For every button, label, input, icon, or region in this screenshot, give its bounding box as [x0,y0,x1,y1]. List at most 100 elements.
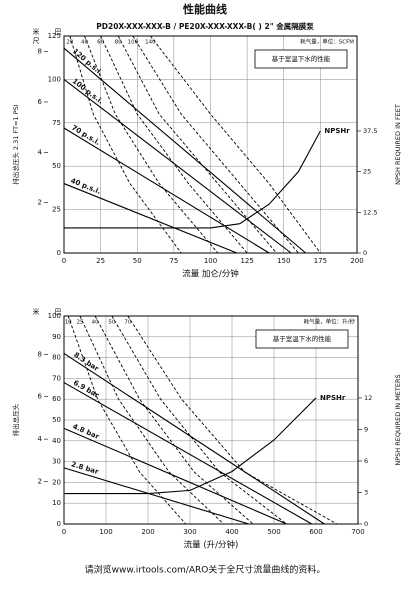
y-axis-label: 排出总压头 [11,403,20,436]
air-curve-label: 25 [76,320,83,326]
y-tick-label: 30 [52,458,61,466]
y-tick-label: 50 [52,162,61,170]
y2-axis-label: NPSH REQUIRED IN METERS [394,374,402,465]
footer: 请浏览www.irtools.com/ARO关于全尺寸流量曲线的资料。 [85,564,326,576]
note: 基于室温下水的性能 [272,54,331,63]
y3-unit: 巴 [55,28,62,36]
curve [64,130,321,229]
y3-tick-label: 4 [38,435,43,443]
x-tick-label: 25 [96,257,105,265]
curve [63,427,287,525]
curve [63,467,249,525]
curve [63,382,313,525]
curve [69,35,182,254]
y3-tick-label: 6 [38,393,43,401]
y3-tick-label: 2 [38,478,42,486]
curve [63,352,325,525]
y-tick-label: 40 [52,437,61,445]
x-tick-label: 50 [133,257,142,265]
y-tick-label: 90 [52,333,61,341]
pressure-label: 100 p.s.i. [71,77,105,106]
curve [132,35,299,254]
y2-axis-label: NPSH REQUIRED IN FEET [394,104,402,185]
y-tick-label: 75 [52,119,61,127]
y-tick-label: 100 [48,75,61,83]
x-tick-label: 500 [267,528,280,536]
x-tick-label: 75 [169,257,178,265]
curve [111,315,287,525]
y2-tick-label: 25 [363,168,371,176]
air-curve-label: 80 [115,40,122,46]
y3-tick-label: 8 [38,350,42,358]
curve [63,78,292,254]
y2-tick-label: 9 [364,425,368,433]
npsh-label: NPSHr [320,394,346,402]
x-tick-label: 0 [62,528,66,536]
y-tick-label: 0 [57,520,61,528]
air-curve-label: 10 [65,320,72,326]
y2-tick-label: 37.5 [363,127,377,135]
plot-frame [63,315,359,525]
pressure-label: 120 p.s.i. [71,47,104,77]
x-tick-label: 125 [240,257,253,265]
curve [117,35,277,254]
curve [64,397,317,495]
curve [94,315,254,525]
air-curve-label: 100 [128,40,139,46]
x-tick-label: 150 [277,257,290,265]
curve [127,315,338,525]
y-tick-label: 20 [52,478,61,486]
y-tick-label: 125 [48,32,61,40]
corner-label: 米 [33,27,40,36]
page-title: 性能曲线 [183,2,227,16]
x-tick-label: 0 [62,257,66,265]
x-tick-label: 200 [141,528,154,536]
y2-tick-label: 12.5 [363,208,377,216]
pressure-label: 70 p.s.i. [70,124,101,147]
y-tick-label: 80 [52,354,61,362]
x-axis-label: 流量 (升/分钟) [184,540,239,551]
x-tick-label: 100 [204,257,217,265]
air-curve-label: 20 [66,40,73,46]
air-curve-label: 40 [81,40,88,46]
note-box [255,329,349,349]
pressure-label: 40 p.s.i. [69,177,101,196]
x-tick-label: 300 [183,528,196,536]
air-curve-label: 140 [145,40,156,46]
curve [84,35,219,254]
x-tick-label: 600 [309,528,322,536]
x-tick-label: 400 [225,528,238,536]
curve [63,47,307,254]
y-tick-label: 100 [48,312,61,320]
curve [79,315,224,525]
corner-label: 米 [33,307,40,316]
y2-tick-label: 0 [363,249,367,257]
y2-tick-label: 12 [364,394,372,402]
x-tick-label: 700 [351,528,364,536]
air-curve-label: 40 [92,320,99,326]
curve [67,315,187,525]
air-label: 耗气量，单位：SCFM [300,38,354,46]
curve [63,183,238,254]
y3-tick-label: 8 [38,48,42,56]
y3-tick-label: 6 [38,98,43,106]
curve [150,35,321,254]
plot-frame [63,35,358,254]
x-tick-label: 175 [314,257,327,265]
x-axis-label: 流量 加仑/分钟 [182,269,239,280]
y3-unit: 巴 [55,308,62,316]
x-tick-label: 200 [350,257,363,265]
air-curve-label: 60 [97,40,104,46]
y2-tick-label: 6 [364,457,368,465]
note: 基于室温下水的性能 [273,334,332,343]
y2-tick-label: 0 [364,520,368,528]
note-box [254,49,348,69]
chart-title: PD20X-XXX-XXX-B / PE20X-XXX-XXX-B( ) 2" … [96,21,314,31]
air-label: 耗气量，单位：升/秒 [304,318,356,326]
curve [63,127,270,254]
y-tick-label: 0 [57,249,61,257]
y-axis-label: 排出总压头 2.31 FT=1 PSI [11,104,20,184]
y3-tick-label: 4 [38,148,43,156]
